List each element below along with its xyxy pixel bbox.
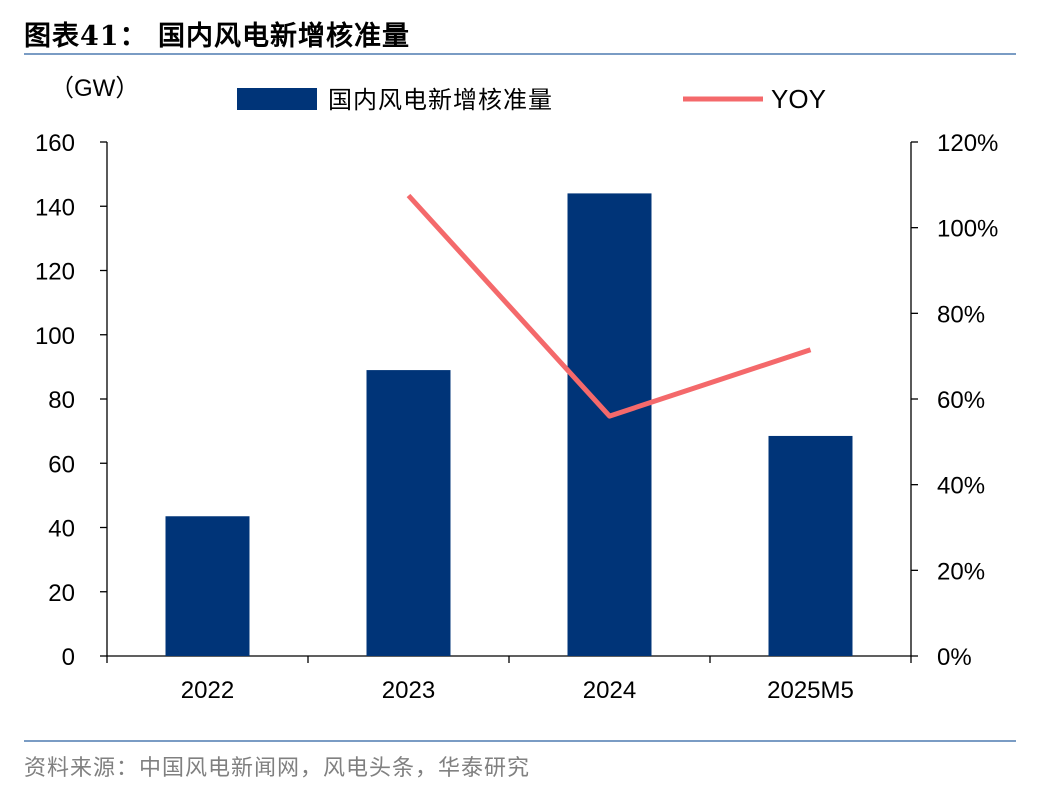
legend-bar-swatch — [237, 88, 317, 110]
left-tick-label: 0 — [62, 644, 75, 671]
right-tick-label: 60% — [937, 387, 985, 414]
bar — [768, 435, 853, 656]
x-tick-label: 2022 — [181, 677, 234, 704]
right-tick-label: 20% — [937, 558, 985, 585]
left-tick-label: 80 — [48, 387, 75, 414]
left-tick-label: 40 — [48, 516, 75, 543]
right-tick-label: 40% — [937, 473, 985, 500]
bar-series — [165, 193, 853, 656]
right-tick-label: 80% — [937, 301, 985, 328]
combo-chart: 0 20 40 60 80 100 120 140 160 0% 20% 40% 60% 80% 100% 1… — [35, 75, 998, 704]
left-tick-label: 140 — [35, 194, 75, 221]
x-tick-label: 2025M5 — [767, 677, 854, 704]
right-tick-label: 100% — [937, 216, 998, 243]
figure-title: 图表41： 国内风电新增核准量 — [24, 21, 410, 52]
bar — [366, 370, 451, 656]
y-axis-unit-label: （GW） — [50, 75, 139, 102]
bar — [567, 193, 652, 656]
source-note: 资料来源：中国风电新闻网，风电头条，华泰研究 — [24, 756, 531, 781]
bar — [165, 516, 250, 656]
legend-bar-label: 国内风电新增核准量 — [328, 87, 553, 114]
line-series — [406, 193, 812, 419]
left-tick-label: 160 — [35, 130, 75, 157]
left-tick-label: 60 — [48, 451, 75, 478]
left-tick-label: 120 — [35, 259, 75, 286]
source-rule — [24, 740, 1016, 742]
legend: 国内风电新增核准量 YOY — [237, 84, 826, 114]
right-tick-label: 0% — [937, 644, 972, 671]
left-tick-label: 20 — [48, 580, 75, 607]
title-rule — [24, 53, 1016, 55]
left-tick-label: 100 — [35, 323, 75, 350]
legend-line-label: YOY — [771, 84, 826, 114]
x-tick-label: 2024 — [583, 677, 636, 704]
right-tick-label: 120% — [937, 130, 998, 157]
x-tick-label: 2023 — [382, 677, 435, 704]
tick-labels: 0 20 40 60 80 100 120 140 160 0% 20% 40% 60% 80% 100% 1… — [35, 75, 998, 704]
